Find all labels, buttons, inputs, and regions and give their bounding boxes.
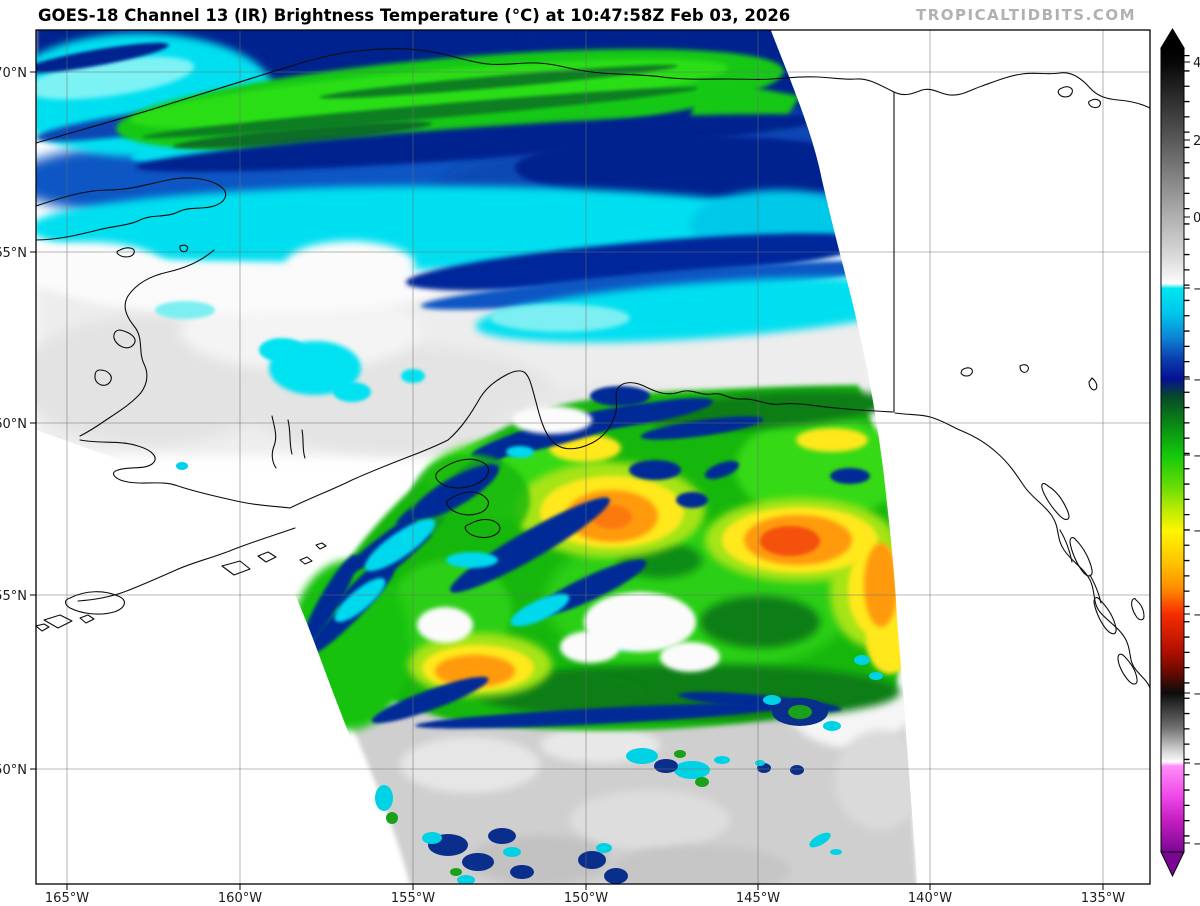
- scan-edge-mask-right: [770, 30, 1150, 884]
- colorbar-tick-label: −80: [1193, 757, 1200, 772]
- colorbar-arrow-bottom: [1160, 851, 1185, 878]
- colorbar-tick-label: −90: [1193, 837, 1200, 852]
- colorbar-tick-label: 20: [1193, 134, 1200, 149]
- x-tick-label: 135°W: [1081, 891, 1125, 906]
- watermark: TROPICALTIDBITS.COM: [916, 6, 1136, 24]
- colorbar: 40 20 0 −20 −30 −40 −50 −60 −70 −80 −90: [1160, 28, 1200, 878]
- colorbar-tick-label: 40: [1193, 56, 1200, 71]
- colorbar-arrow-top: [1160, 28, 1185, 49]
- y-axis: 70°N 65°N 60°N 55°N 50°N: [0, 66, 36, 778]
- x-tick-label: 140°W: [908, 891, 952, 906]
- y-tick-label: 70°N: [0, 66, 27, 81]
- x-axis: 165°W 160°W 155°W 150°W 145°W 140°W 135°…: [45, 884, 1125, 906]
- y-tick-label: 50°N: [0, 763, 27, 778]
- colorbar-tick-label: −70: [1193, 687, 1200, 702]
- y-tick-label: 60°N: [0, 417, 27, 432]
- scan-edge-mask-left: [36, 430, 402, 884]
- colorbar-tick-label: −50: [1193, 524, 1200, 539]
- satellite-imagery: [36, 30, 1150, 884]
- colorbar-tick-label: −60: [1193, 608, 1200, 623]
- colorbar-tick-label: −40: [1193, 449, 1200, 464]
- colorbar-tick-label: −30: [1193, 373, 1200, 388]
- plot-frame: [35, 29, 1151, 885]
- x-tick-label: 155°W: [391, 891, 435, 906]
- x-tick-label: 145°W: [736, 891, 780, 906]
- y-tick-label: 65°N: [0, 246, 27, 261]
- colorbar-tick-label: −20: [1193, 282, 1200, 297]
- graticule: [36, 30, 1150, 884]
- x-tick-label: 160°W: [218, 891, 262, 906]
- x-tick-label: 150°W: [564, 891, 608, 906]
- coastlines: [36, 48, 1150, 689]
- colorbar-gradient: [1160, 47, 1185, 853]
- low-cloud-specks: [375, 655, 883, 884]
- x-tick-label: 165°W: [45, 891, 89, 906]
- figure-title: GOES-18 Channel 13 (IR) Brightness Tempe…: [38, 6, 790, 25]
- colorbar-major-ticks: [1184, 61, 1190, 844]
- y-tick-label: 55°N: [0, 589, 27, 604]
- colorbar-tick-label: 0: [1193, 211, 1200, 226]
